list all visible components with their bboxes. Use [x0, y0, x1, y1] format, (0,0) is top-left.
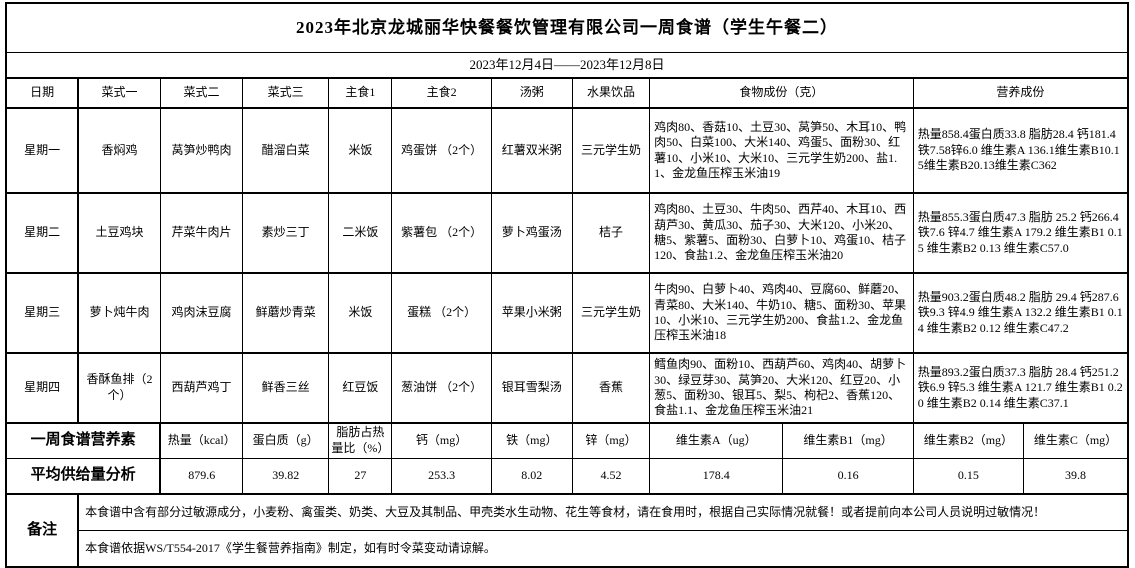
date-range: 2023年12月4日——2023年12月8日	[5, 52, 1129, 79]
fruit-cell: 香蕉	[571, 352, 651, 424]
column-header-row: 日期 菜式一 菜式二 菜式三 主食1 主食2 汤粥 水果饮品 食物成份（克） 营…	[5, 77, 1129, 109]
dish-cell: 萝卜炖牛肉	[77, 272, 161, 354]
metric-header: 热量（kcal）	[159, 422, 244, 459]
fruit-cell: 三元学生奶	[571, 107, 651, 194]
notes-label: 备注	[5, 493, 80, 568]
table-row-thursday: 星期四 香酥鱼排（2个） 西葫芦鸡丁 鲜香三丝 红豆饭 葱油饼 （2个） 银耳雪…	[5, 352, 1129, 424]
soup-cell: 红薯双米粥	[490, 107, 573, 194]
staple-cell: 米饭	[328, 107, 393, 194]
ingredients-cell: 牛肉90、白萝卜40、鸡肉40、豆腐60、鲜蘑20、青菜80、大米140、牛奶1…	[649, 272, 914, 354]
day-label: 星期一	[5, 107, 80, 194]
nutrition-cell: 热量855.3蛋白质47.3 脂肪 25.2 钙266.4 铁7.6 锌4.7 …	[912, 192, 1129, 274]
staple-cell: 蛋糕 （2个）	[391, 272, 492, 354]
dish-cell: 鸡肉沫豆腐	[159, 272, 244, 354]
fruit-cell: 三元学生奶	[571, 272, 651, 354]
metric-value: 27	[328, 458, 393, 495]
page-title: 2023年北京龙城丽华快餐餐饮管理有限公司一周食谱（学生午餐二）	[5, 2, 1129, 53]
col-header-soup: 汤粥	[490, 77, 573, 109]
metric-value: 8.02	[490, 458, 573, 495]
metric-header: 维生素B1（mg）	[782, 422, 914, 459]
metric-header: 维生素C（mg）	[1023, 422, 1129, 459]
ingredients-cell: 鸡肉80、土豆30、牛肉50、西芹40、木耳10、西葫芦30、黄瓜30、茄子30…	[649, 192, 914, 274]
metric-value: 39.8	[1023, 458, 1129, 495]
metric-header: 脂肪占热量比（%）	[328, 422, 393, 459]
staple-cell: 二米饭	[328, 192, 393, 274]
metric-header: 锌（mg）	[571, 422, 651, 459]
day-label: 星期二	[5, 192, 80, 274]
col-header-dish3: 菜式三	[242, 77, 330, 109]
soup-cell: 苹果小米粥	[490, 272, 573, 354]
col-header-staple1: 主食1	[328, 77, 393, 109]
staple-cell: 米饭	[328, 272, 393, 354]
metric-header: 维生素A（ug）	[649, 422, 784, 459]
date-row: 2023年12月4日——2023年12月8日	[5, 52, 1129, 79]
day-label: 星期三	[5, 272, 80, 354]
dish-cell: 鲜蘑炒青菜	[242, 272, 330, 354]
col-header-ingredients: 食物成份（克）	[649, 77, 914, 109]
nutrition-cell: 热量903.2蛋白质48.2 脂肪 29.4 钙287.6 铁9.3 锌4.9 …	[912, 272, 1129, 354]
dish-cell: 香焖鸡	[77, 107, 161, 194]
fruit-cell: 桔子	[571, 192, 651, 274]
day-label: 星期四	[5, 352, 80, 424]
dish-cell: 醋溜白菜	[242, 107, 330, 194]
title-row: 2023年北京龙城丽华快餐餐饮管理有限公司一周食谱（学生午餐二）	[5, 2, 1129, 53]
metric-value: 0.16	[782, 458, 914, 495]
col-header-staple2: 主食2	[391, 77, 492, 109]
soup-cell: 萝卜鸡蛋汤	[490, 192, 573, 274]
col-header-dish1: 菜式一	[77, 77, 161, 109]
staple-cell: 红豆饭	[328, 352, 393, 424]
weekly-menu-sheet: 2023年北京龙城丽华快餐餐饮管理有限公司一周食谱（学生午餐二） 2023年12…	[5, 2, 1129, 568]
soup-cell: 银耳雪梨汤	[490, 352, 573, 424]
metric-value: 253.3	[391, 458, 492, 495]
metric-value: 178.4	[649, 458, 784, 495]
table-row-monday: 星期一 香焖鸡 莴笋炒鸭肉 醋溜白菜 米饭 鸡蛋饼 （2个） 红薯双米粥 三元学…	[5, 107, 1129, 194]
dish-cell: 鲜香三丝	[242, 352, 330, 424]
notes-row-1: 备注 本食谱中含有部分过敏源成分，小麦粉、禽蛋类、奶类、大豆及其制品、甲壳类水生…	[5, 493, 1129, 568]
ingredients-cell: 鸡肉80、香菇10、土豆30、莴笋50、木耳10、鸭肉50、白菜100、大米14…	[649, 107, 914, 194]
metric-header: 蛋白质（g）	[242, 422, 330, 459]
dish-cell: 西葫芦鸡丁	[159, 352, 244, 424]
metric-header: 铁（mg）	[490, 422, 573, 459]
dish-cell: 香酥鱼排（2个）	[77, 352, 161, 424]
staple-cell: 紫薯包 （2个）	[391, 192, 492, 274]
summary-analysis-label: 平均供给量分析	[5, 458, 162, 495]
dish-cell: 莴笋炒鸭肉	[159, 107, 244, 194]
summary-value-row: 平均供给量分析 879.6 39.82 27 253.3 8.02 4.52 1…	[5, 458, 1129, 495]
metric-value: 39.82	[242, 458, 330, 495]
metric-value: 0.15	[912, 458, 1025, 495]
staple-cell: 鸡蛋饼 （2个）	[391, 107, 492, 194]
dish-cell: 素炒三丁	[242, 192, 330, 274]
table-row-tuesday: 星期二 土豆鸡块 芹菜牛肉片 素炒三丁 二米饭 紫薯包 （2个） 萝卜鸡蛋汤 桔…	[5, 192, 1129, 274]
note-line: 本食谱依据WS/T554-2017《学生餐营养指南》制定，如有时令菜变动请谅解。	[77, 530, 1129, 568]
menu-table: 2023年北京龙城丽华快餐餐饮管理有限公司一周食谱（学生午餐二） 2023年12…	[5, 2, 1129, 568]
ingredients-cell: 鳕鱼肉90、面粉10、西葫芦60、鸡肉40、胡萝卜30、绿豆芽30、莴笋20、大…	[649, 352, 914, 424]
col-header-dish2: 菜式二	[159, 77, 244, 109]
summary-header-row: 一周食谱营养素 热量（kcal） 蛋白质（g） 脂肪占热量比（%） 钙（mg） …	[5, 422, 1129, 459]
nutrition-cell: 热量858.4蛋白质33.8 脂肪28.4 钙181.4铁7.58锌6.0 维生…	[912, 107, 1129, 194]
col-header-fruit: 水果饮品	[571, 77, 651, 109]
metric-header: 钙（mg）	[391, 422, 492, 459]
col-header-nutrition: 营养成份	[912, 77, 1129, 109]
col-header-date: 日期	[5, 77, 80, 109]
dish-cell: 土豆鸡块	[77, 192, 161, 274]
metric-value: 879.6	[159, 458, 244, 495]
metric-header: 维生素B2（mg）	[912, 422, 1025, 459]
dish-cell: 芹菜牛肉片	[159, 192, 244, 274]
table-row-wednesday: 星期三 萝卜炖牛肉 鸡肉沫豆腐 鲜蘑炒青菜 米饭 蛋糕 （2个） 苹果小米粥 三…	[5, 272, 1129, 354]
nutrition-cell: 热量893.2蛋白质37.3 脂肪 28.4 钙251.2 铁6.9 锌5.3 …	[912, 352, 1129, 424]
metric-value: 4.52	[571, 458, 651, 495]
notes-row-2: 本食谱依据WS/T554-2017《学生餐营养指南》制定，如有时令菜变动请谅解。	[6, 530, 1129, 568]
staple-cell: 葱油饼 （2个）	[391, 352, 492, 424]
summary-title: 一周食谱营养素	[5, 422, 162, 459]
note-line: 本食谱中含有部分过敏源成分，小麦粉、禽蛋类、奶类、大豆及其制品、甲壳类水生动物、…	[77, 493, 1129, 531]
